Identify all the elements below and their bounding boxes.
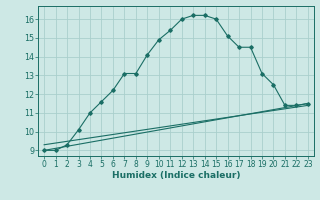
X-axis label: Humidex (Indice chaleur): Humidex (Indice chaleur) [112, 171, 240, 180]
